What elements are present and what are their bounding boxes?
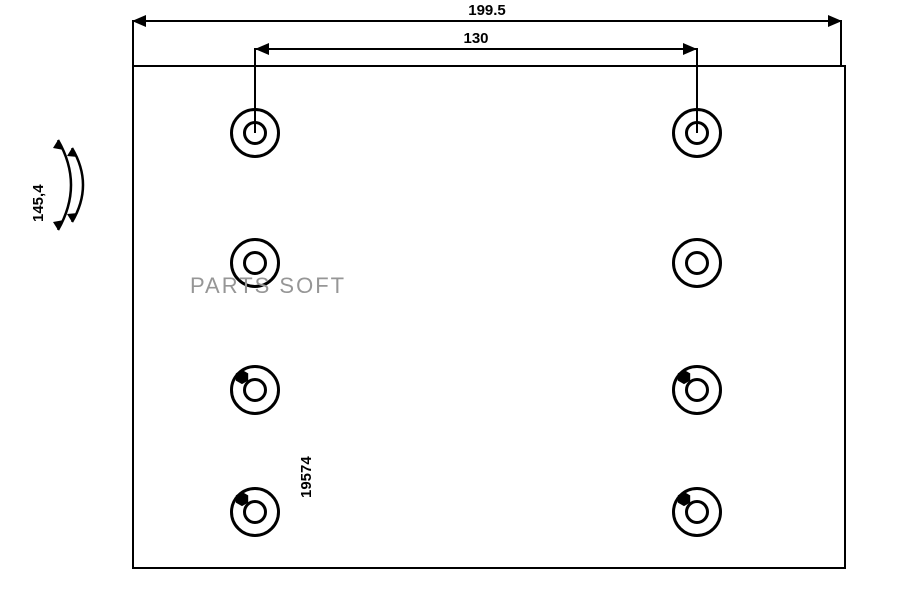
dim-overall-ext-right bbox=[840, 20, 842, 65]
hex-icon bbox=[242, 499, 268, 525]
dim-holes-arrow-right bbox=[683, 43, 697, 55]
dim-overall-ext-left bbox=[132, 20, 134, 65]
radius-label: 145,4 bbox=[30, 184, 47, 222]
dim-overall-arrow-left bbox=[132, 15, 146, 27]
radius-arcs-icon bbox=[46, 130, 106, 240]
dim-holes-label: 130 bbox=[463, 30, 488, 47]
dim-overall-label: 199.5 bbox=[468, 2, 506, 19]
drawing-canvas: 199.5 130 19574 145,4 PARTS SOFT bbox=[0, 0, 900, 600]
hole-inner bbox=[685, 251, 709, 275]
part-number-label: 19574 bbox=[298, 456, 315, 498]
hex-icon bbox=[684, 499, 710, 525]
hex-icon bbox=[242, 377, 268, 403]
hole-inner bbox=[685, 121, 709, 145]
hex-icon bbox=[684, 377, 710, 403]
radius-symbol bbox=[46, 130, 106, 245]
watermark-text: PARTS SOFT bbox=[190, 273, 346, 299]
dim-holes-arrow-left bbox=[255, 43, 269, 55]
dim-overall-line bbox=[132, 20, 842, 22]
hole-inner bbox=[243, 251, 267, 275]
dim-holes-line bbox=[255, 48, 697, 50]
hole-inner bbox=[243, 121, 267, 145]
